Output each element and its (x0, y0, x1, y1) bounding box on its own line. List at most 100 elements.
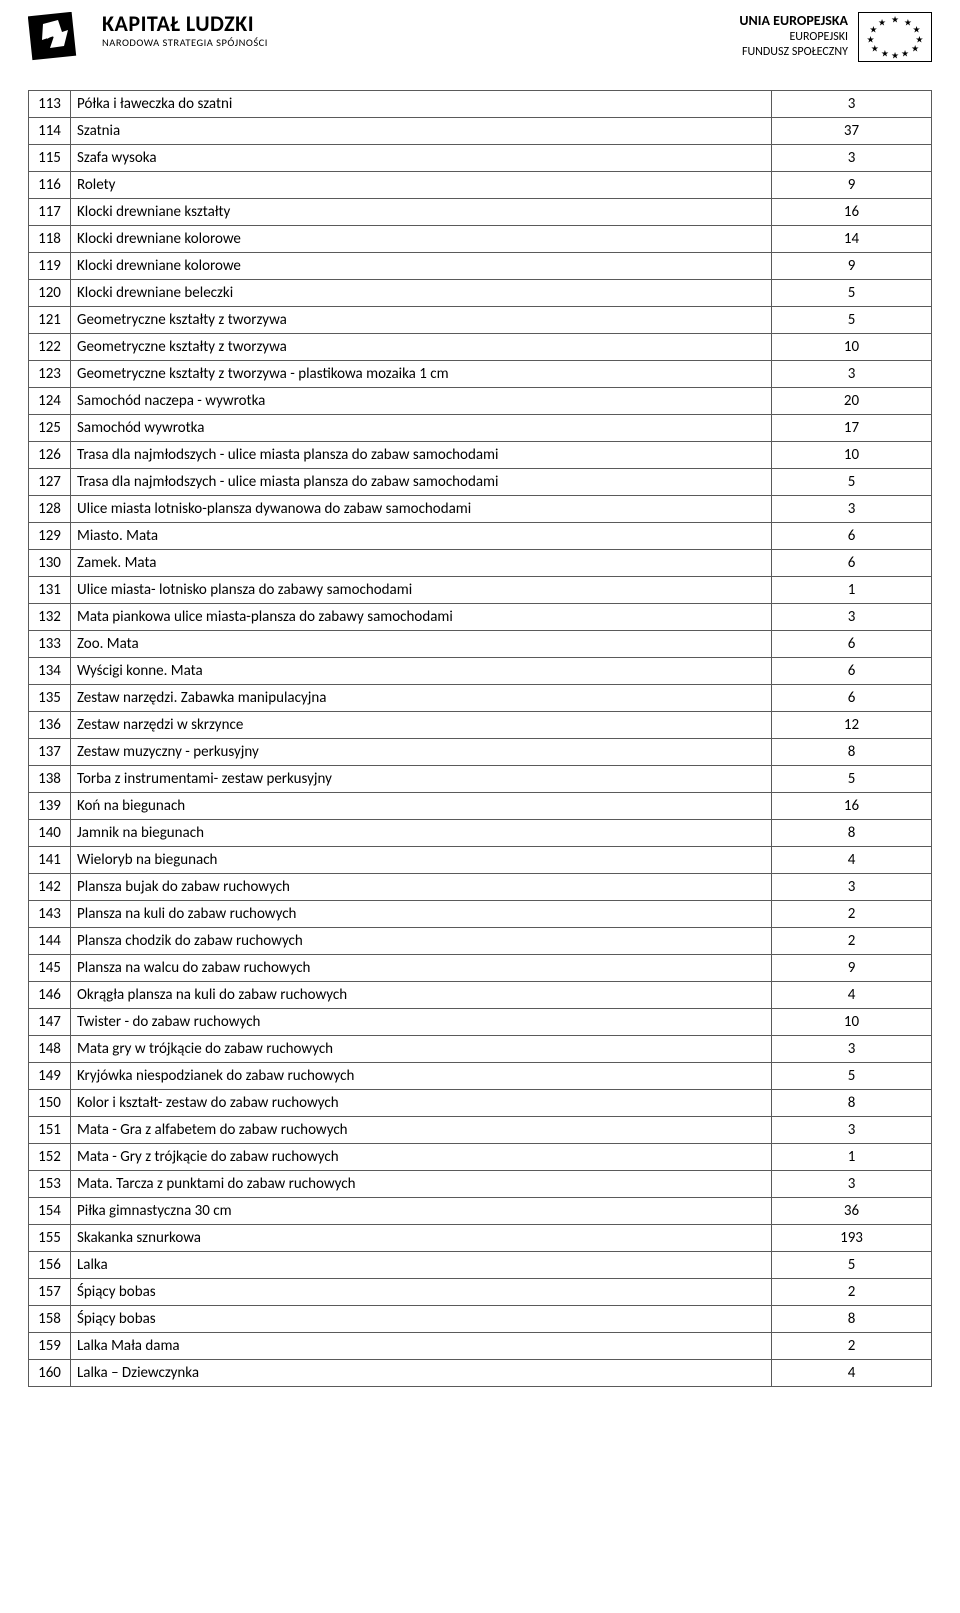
row-number: 136 (29, 712, 71, 739)
row-quantity: 8 (772, 1090, 932, 1117)
row-description: Wieloryb na biegunach (71, 847, 772, 874)
row-quantity: 1 (772, 577, 932, 604)
table-row: 160Lalka – Dziewczynka4 (29, 1360, 932, 1387)
row-quantity: 10 (772, 334, 932, 361)
row-quantity: 10 (772, 442, 932, 469)
table-row: 142Plansza bujak do zabaw ruchowych3 (29, 874, 932, 901)
row-number: 132 (29, 604, 71, 631)
row-description: Samochód naczepa - wywrotka (71, 388, 772, 415)
table-row: 113Półka i ławeczka do szatni3 (29, 91, 932, 118)
row-quantity: 5 (772, 469, 932, 496)
row-quantity: 8 (772, 820, 932, 847)
row-number: 125 (29, 415, 71, 442)
row-quantity: 4 (772, 982, 932, 1009)
row-description: Zestaw muzyczny - perkusyjny (71, 739, 772, 766)
row-number: 157 (29, 1279, 71, 1306)
header-left-text: KAPITAŁ LUDZKI NARODOWA STRATEGIA SPÓJNO… (102, 12, 268, 49)
row-number: 141 (29, 847, 71, 874)
row-quantity: 3 (772, 1036, 932, 1063)
table-row: 119Klocki drewniane kolorowe9 (29, 253, 932, 280)
eu-line2: EUROPEJSKI (739, 30, 848, 45)
row-description: Okrągła plansza na kuli do zabaw ruchowy… (71, 982, 772, 1009)
row-description: Trasa dla najmłodszych - ulice miasta pl… (71, 442, 772, 469)
row-description: Mata piankowa ulice miasta-plansza do za… (71, 604, 772, 631)
row-quantity: 3 (772, 1117, 932, 1144)
row-number: 148 (29, 1036, 71, 1063)
row-quantity: 3 (772, 604, 932, 631)
row-description: Kryjówka niespodzianek do zabaw ruchowyc… (71, 1063, 772, 1090)
row-quantity: 6 (772, 658, 932, 685)
row-quantity: 3 (772, 874, 932, 901)
row-description: Jamnik na biegunach (71, 820, 772, 847)
table-row: 155Skakanka sznurkowa193 (29, 1225, 932, 1252)
row-number: 138 (29, 766, 71, 793)
row-description: Samochód wywrotka (71, 415, 772, 442)
row-number: 152 (29, 1144, 71, 1171)
row-description: Plansza chodzik do zabaw ruchowych (71, 928, 772, 955)
row-description: Kolor i kształt- zestaw do zabaw ruchowy… (71, 1090, 772, 1117)
row-quantity: 10 (772, 1009, 932, 1036)
header-title: KAPITAŁ LUDZKI (102, 12, 268, 35)
row-quantity: 16 (772, 199, 932, 226)
table-row: 114Szatnia37 (29, 118, 932, 145)
table-row: 127Trasa dla najmłodszych - ulice miasta… (29, 469, 932, 496)
row-description: Skakanka sznurkowa (71, 1225, 772, 1252)
row-quantity: 1 (772, 1144, 932, 1171)
row-quantity: 4 (772, 847, 932, 874)
row-quantity: 6 (772, 685, 932, 712)
row-quantity: 3 (772, 145, 932, 172)
row-quantity: 2 (772, 1333, 932, 1360)
row-quantity: 17 (772, 415, 932, 442)
row-description: Zamek. Mata (71, 550, 772, 577)
row-quantity: 6 (772, 631, 932, 658)
row-number: 113 (29, 91, 71, 118)
row-number: 147 (29, 1009, 71, 1036)
row-description: Szatnia (71, 118, 772, 145)
row-number: 134 (29, 658, 71, 685)
row-description: Szafa wysoka (71, 145, 772, 172)
row-description: Lalka – Dziewczynka (71, 1360, 772, 1387)
table-row: 140Jamnik na biegunach8 (29, 820, 932, 847)
row-quantity: 2 (772, 1279, 932, 1306)
table-row: 150Kolor i kształt- zestaw do zabaw ruch… (29, 1090, 932, 1117)
items-table: 113Półka i ławeczka do szatni3114Szatnia… (28, 90, 932, 1387)
table-row: 135Zestaw narzędzi. Zabawka manipulacyjn… (29, 685, 932, 712)
row-number: 142 (29, 874, 71, 901)
row-number: 114 (29, 118, 71, 145)
row-number: 153 (29, 1171, 71, 1198)
row-quantity: 9 (772, 253, 932, 280)
table-row: 158Śpiący bobas8 (29, 1306, 932, 1333)
row-description: Mata - Gry z trójkącie do zabaw ruchowyc… (71, 1144, 772, 1171)
row-quantity: 193 (772, 1225, 932, 1252)
table-row: 120Klocki drewniane beleczki5 (29, 280, 932, 307)
row-number: 118 (29, 226, 71, 253)
row-description: Plansza na kuli do zabaw ruchowych (71, 901, 772, 928)
row-description: Lalka (71, 1252, 772, 1279)
row-quantity: 3 (772, 361, 932, 388)
row-description: Śpiący bobas (71, 1306, 772, 1333)
row-quantity: 5 (772, 307, 932, 334)
table-row: 133Zoo. Mata6 (29, 631, 932, 658)
row-number: 131 (29, 577, 71, 604)
row-quantity: 14 (772, 226, 932, 253)
row-number: 149 (29, 1063, 71, 1090)
eu-line1: UNIA EUROPEJSKA (739, 12, 848, 30)
row-number: 154 (29, 1198, 71, 1225)
eu-line3: FUNDUSZ SPOŁECZNY (739, 45, 848, 60)
table-row: 152Mata - Gry z trójkącie do zabaw rucho… (29, 1144, 932, 1171)
row-quantity: 9 (772, 172, 932, 199)
row-description: Twister - do zabaw ruchowych (71, 1009, 772, 1036)
row-number: 137 (29, 739, 71, 766)
row-description: Geometryczne kształty z tworzywa (71, 334, 772, 361)
table-row: 126Trasa dla najmłodszych - ulice miasta… (29, 442, 932, 469)
row-number: 140 (29, 820, 71, 847)
table-row: 138Torba z instrumentami- zestaw perkusy… (29, 766, 932, 793)
row-description: Rolety (71, 172, 772, 199)
row-quantity: 5 (772, 766, 932, 793)
row-number: 122 (29, 334, 71, 361)
row-number: 155 (29, 1225, 71, 1252)
row-number: 127 (29, 469, 71, 496)
kapital-ludzki-logo (28, 12, 88, 68)
table-row: 159Lalka Mała dama2 (29, 1333, 932, 1360)
row-number: 159 (29, 1333, 71, 1360)
